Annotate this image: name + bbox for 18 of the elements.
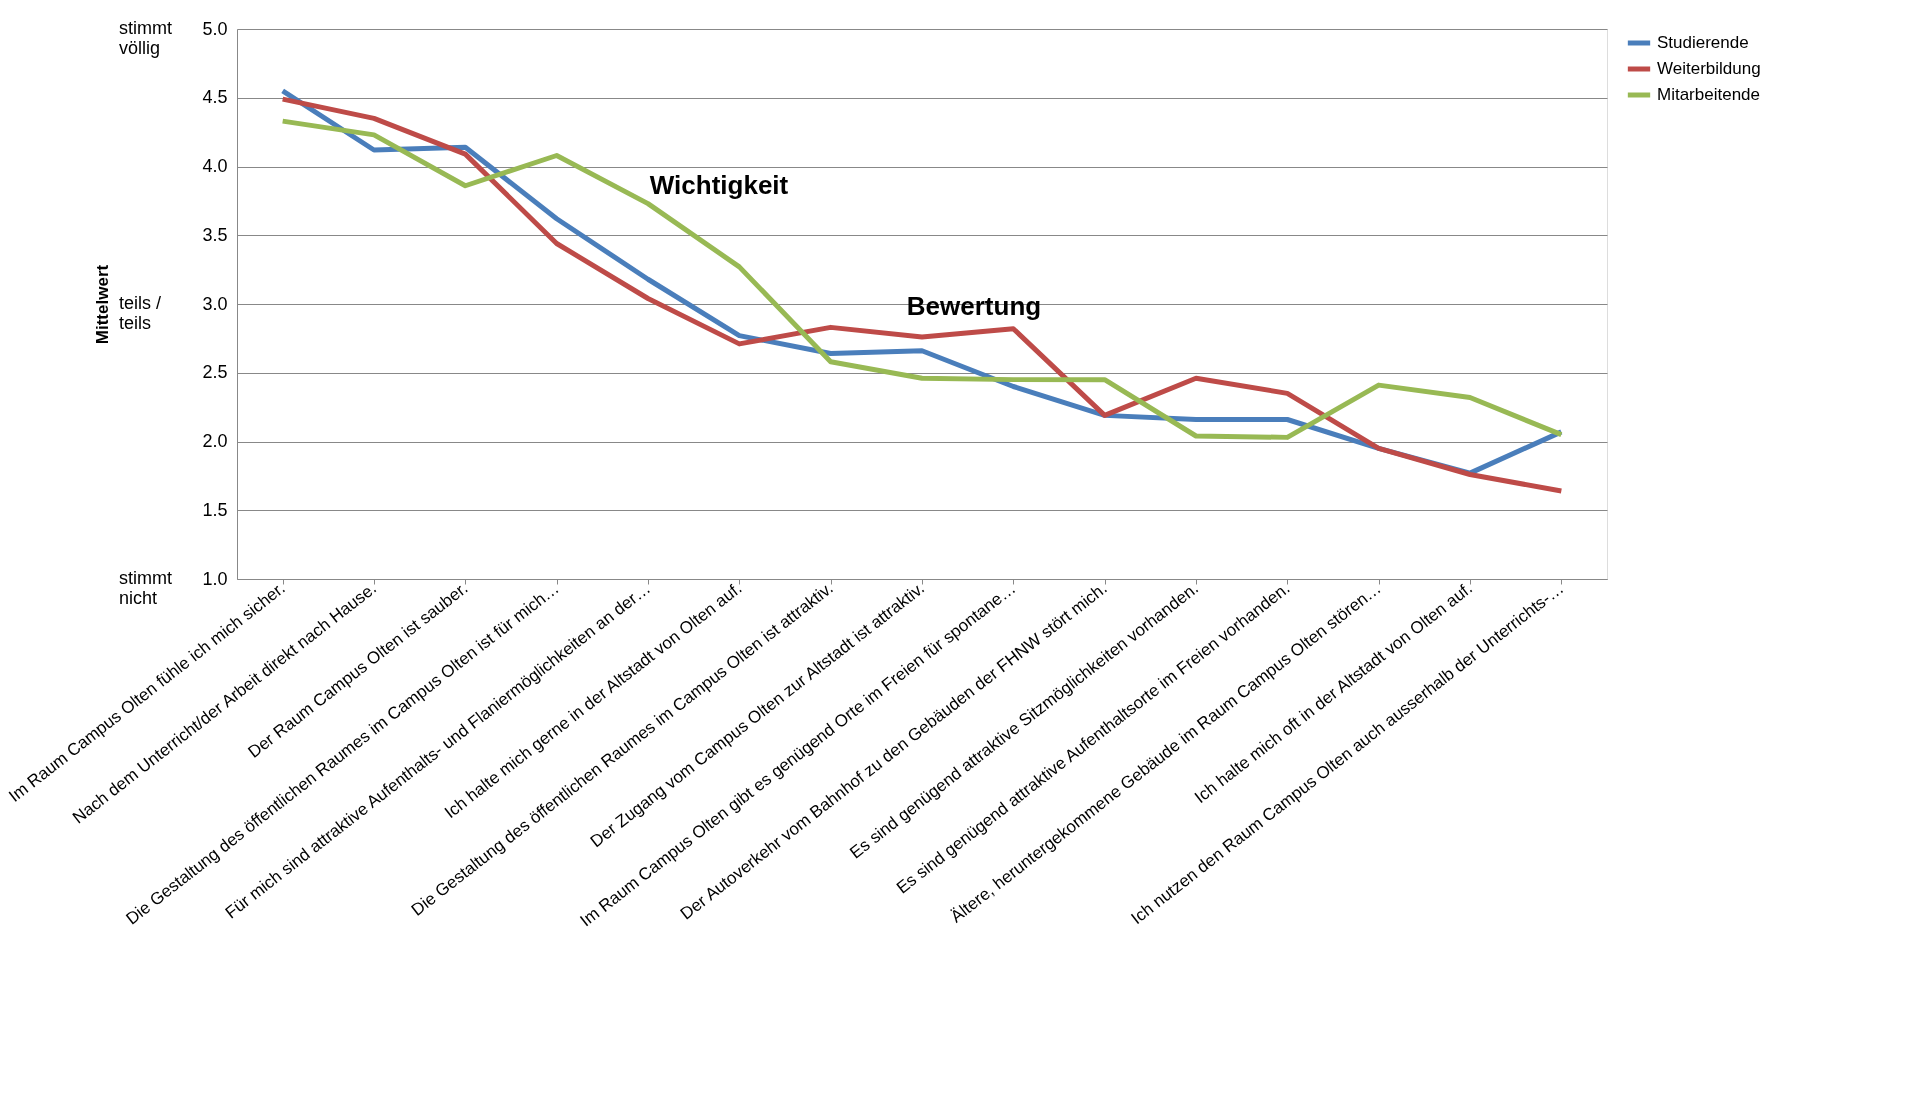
text: stimmt völlig [119, 18, 172, 58]
annotation: Bewertung [906, 291, 1042, 321]
y-axis-title: Mittelwert [93, 264, 113, 345]
y-tick-label: 4.5 [202, 87, 228, 108]
y-tick-label: 3.5 [202, 224, 228, 245]
y-tick-label: 4.0 [202, 156, 228, 176]
legend-label: Studierende [1657, 33, 1749, 52]
text: teils / teils [119, 293, 162, 333]
annotation: Wichtigkeit [649, 170, 789, 200]
y-tick-label: 2.0 [202, 431, 228, 451]
y-tick-label: 5.0 [202, 18, 228, 39]
y-tick-label: 3.0 [202, 293, 228, 314]
y-tick-label: 1.0 [202, 568, 228, 589]
legend-label: Weiterbildung [1657, 59, 1761, 78]
y-tick-label: 1.5 [202, 499, 228, 520]
y-tick-label: 2.5 [202, 362, 228, 383]
text: stimmt nicht [119, 568, 172, 608]
legend-label: Mitarbeitende [1657, 85, 1761, 104]
